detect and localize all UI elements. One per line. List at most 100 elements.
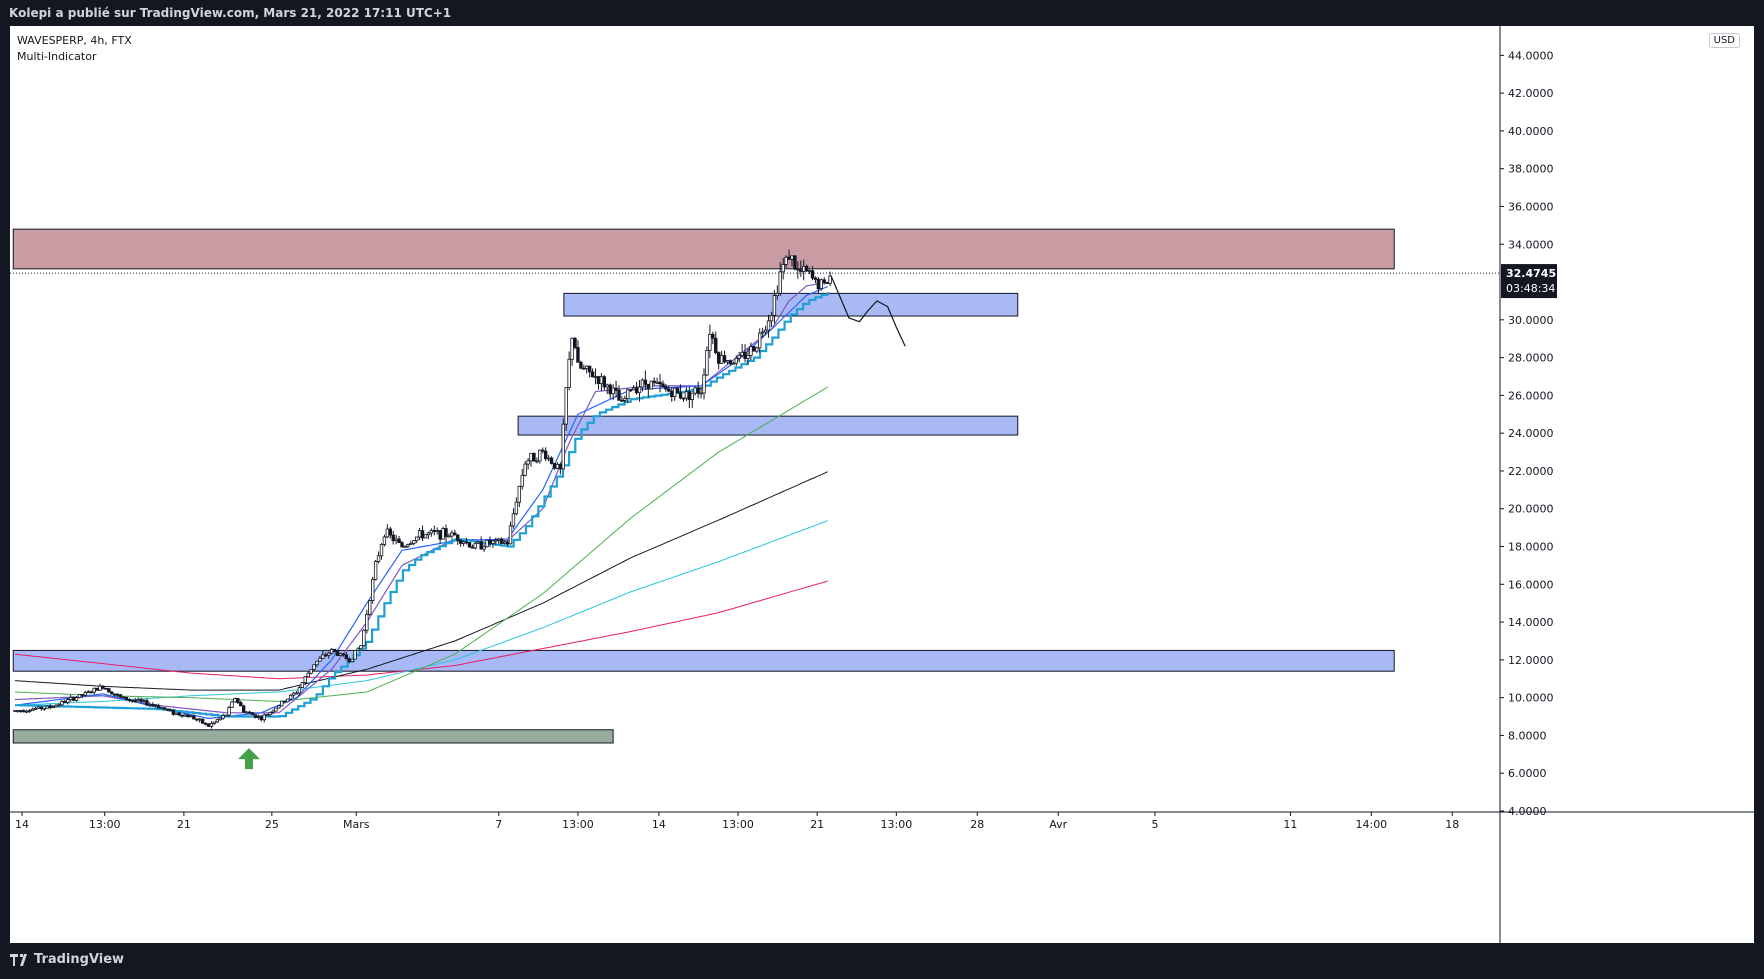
candle-up bbox=[546, 457, 551, 460]
candle-up bbox=[485, 539, 489, 548]
candle-up bbox=[749, 346, 753, 356]
x-tick-label: 25 bbox=[265, 818, 279, 831]
candle-down bbox=[89, 691, 93, 694]
candle-down bbox=[253, 714, 258, 719]
last-price-label: 32.4745 bbox=[1506, 267, 1556, 280]
candle-down bbox=[397, 538, 401, 544]
currency-button[interactable]: USD bbox=[1708, 33, 1740, 48]
candle-down bbox=[681, 397, 686, 400]
candle-up bbox=[426, 532, 431, 536]
candle-down bbox=[675, 387, 680, 394]
candle-up bbox=[626, 389, 630, 400]
candle-down bbox=[543, 450, 548, 460]
symbol-legend[interactable]: WAVESPERP, 4h, FTX bbox=[17, 34, 132, 47]
candle-down bbox=[453, 532, 457, 536]
candle-down bbox=[165, 708, 170, 711]
ema-purple-line bbox=[14, 281, 828, 714]
candle-down bbox=[617, 390, 621, 401]
candle-up bbox=[379, 544, 384, 557]
candle-down bbox=[283, 700, 287, 703]
y-tick-label: 16.0000 bbox=[1508, 578, 1554, 591]
candle-down bbox=[573, 337, 577, 348]
candle-down bbox=[110, 691, 114, 695]
candle-down bbox=[432, 530, 436, 532]
zone-blue-30[interactable] bbox=[563, 292, 1019, 317]
candle-up bbox=[802, 265, 806, 272]
x-tick-label: 21 bbox=[177, 818, 191, 831]
candle-up bbox=[69, 696, 73, 700]
candle-down bbox=[259, 716, 263, 721]
candle-up bbox=[529, 452, 533, 462]
projection-drawing[interactable] bbox=[830, 276, 906, 347]
candle-up bbox=[412, 540, 416, 544]
candle-up bbox=[77, 694, 82, 698]
candle-up bbox=[338, 653, 343, 656]
candle-up bbox=[450, 532, 454, 537]
candle-down bbox=[661, 383, 665, 388]
axes-layer: 44.0000 42.0000 40.0000 38.0000 36.0000 34.00… bbox=[10, 26, 1754, 943]
candle-up bbox=[731, 362, 736, 365]
indicator-legend[interactable]: Multi-Indicator bbox=[17, 50, 97, 63]
y-tick-label: 26.0000 bbox=[1508, 389, 1554, 402]
candle-down bbox=[115, 693, 120, 696]
zone-blue-12[interactable] bbox=[12, 649, 1395, 672]
candle-up bbox=[218, 717, 222, 721]
candle-up bbox=[376, 555, 381, 562]
candle-down bbox=[171, 709, 176, 715]
candle-up bbox=[637, 386, 642, 394]
candle-up bbox=[734, 357, 738, 364]
candle-down bbox=[347, 658, 351, 662]
candle-up bbox=[784, 256, 788, 265]
y-tick-label: 4.0000 bbox=[1508, 805, 1547, 818]
candle-down bbox=[130, 699, 134, 702]
x-tick-label: 13:00 bbox=[881, 818, 913, 831]
candle-down bbox=[470, 546, 475, 549]
tradingview-logo[interactable]: TradingView bbox=[10, 952, 124, 967]
candle-up bbox=[359, 645, 363, 650]
candle-up bbox=[57, 704, 61, 707]
candle-up bbox=[212, 721, 217, 724]
y-tick-label: 10.0000 bbox=[1508, 692, 1554, 705]
candle-down bbox=[664, 386, 668, 390]
candle-up bbox=[819, 279, 823, 290]
chart-frame[interactable]: 44.0000 42.0000 40.0000 38.0000 36.0000 34.00… bbox=[10, 26, 1754, 943]
candle-up bbox=[494, 539, 498, 542]
candle-down bbox=[101, 685, 105, 689]
candle-down bbox=[180, 714, 184, 717]
ma-cyan-line bbox=[14, 520, 828, 706]
candle-down bbox=[711, 333, 715, 339]
ma-black-line bbox=[14, 471, 828, 691]
candle-up bbox=[312, 664, 316, 670]
last-price-badge[interactable] bbox=[1501, 264, 1557, 299]
candle-up bbox=[705, 349, 709, 376]
candle-up bbox=[385, 528, 390, 538]
candle-up bbox=[585, 365, 589, 369]
candle-down bbox=[145, 700, 149, 706]
up-arrow-icon[interactable] bbox=[237, 748, 260, 770]
candle-up bbox=[758, 332, 762, 349]
candle-up bbox=[353, 650, 357, 660]
candle-down bbox=[104, 687, 108, 690]
candle-up bbox=[406, 544, 410, 547]
candle-up bbox=[508, 525, 513, 545]
candle-up bbox=[25, 710, 29, 713]
candle-up bbox=[327, 652, 331, 656]
candle-up bbox=[740, 351, 744, 356]
candle-down bbox=[796, 268, 800, 271]
candle-up bbox=[655, 381, 659, 384]
y-tick-label: 30.0000 bbox=[1508, 314, 1554, 327]
zone-blue-24[interactable] bbox=[517, 415, 1019, 436]
candle-down bbox=[118, 694, 123, 698]
y-tick-label: 44.0000 bbox=[1508, 49, 1554, 62]
candle-up bbox=[593, 376, 598, 379]
candle-up bbox=[409, 543, 413, 545]
candle-up bbox=[373, 561, 378, 580]
zone-gray-8[interactable] bbox=[12, 729, 614, 744]
candle-down bbox=[95, 687, 99, 691]
y-tick-label: 18.0000 bbox=[1508, 541, 1554, 554]
price-chart[interactable]: 44.0000 42.0000 40.0000 38.0000 36.0000 34.00… bbox=[10, 26, 1754, 943]
zone-resistance-red[interactable] bbox=[12, 228, 1395, 270]
candle-down bbox=[124, 696, 129, 700]
candle-down bbox=[579, 361, 583, 369]
candle-up bbox=[599, 376, 604, 385]
